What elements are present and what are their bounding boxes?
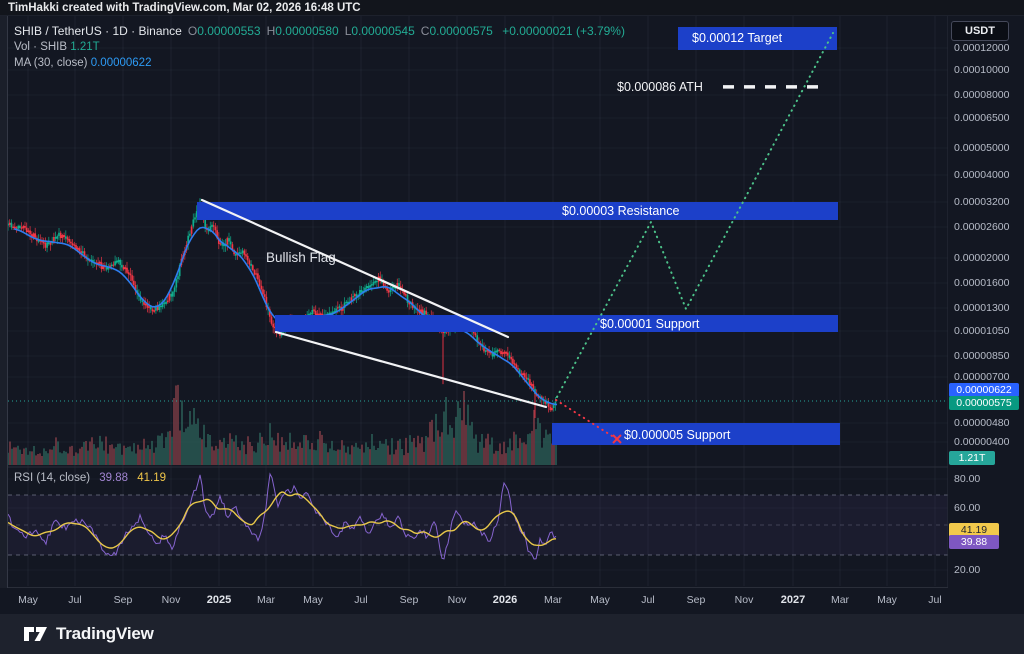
- price-tick-label: 0.00006500: [954, 112, 1009, 124]
- volume-legend-row[interactable]: Vol · SHIB 1.21T: [14, 39, 625, 55]
- price-tick-label: 0.00002000: [954, 252, 1009, 264]
- time-tick-label: Mar: [257, 594, 275, 606]
- ohlc-value: 0.00000580: [275, 24, 338, 38]
- time-tick-label: Jul: [354, 594, 367, 606]
- ma-value-badge: 0.00000622: [949, 383, 1019, 397]
- rsi-tick-label: 60.00: [954, 502, 980, 514]
- price-tick-label: 0.00012000: [954, 42, 1009, 54]
- time-tick-label: May: [303, 594, 323, 606]
- resistance-zone-drawing[interactable]: [197, 202, 838, 220]
- price-tick-label: 0.00000480: [954, 417, 1009, 429]
- left-edge-strip: [0, 16, 8, 614]
- time-tick-label: May: [590, 594, 610, 606]
- rsi-legend-row[interactable]: RSI (14, close) 39.88 41.19: [14, 472, 166, 484]
- volume-bars: [8, 385, 556, 465]
- target-box-label: $0.00012 Target: [692, 31, 782, 45]
- time-tick-label: Sep: [687, 594, 706, 606]
- ohlc-value: 0.00000545: [351, 24, 414, 38]
- last-price-badge: 0.00000575: [949, 396, 1019, 410]
- time-tick-label: Mar: [831, 594, 849, 606]
- rsi-band-fill: [8, 495, 948, 555]
- time-tick-label: Jul: [928, 594, 941, 606]
- time-tick-label: Sep: [400, 594, 419, 606]
- price-tick-label: 0.00010000: [954, 64, 1009, 76]
- time-tick-label: May: [18, 594, 38, 606]
- support-zone-2-label: $0.000005 Support: [624, 428, 730, 442]
- rsi-label: RSI (14, close): [14, 472, 90, 484]
- time-tick-label: 2026: [493, 594, 517, 606]
- time-tick-label: Jul: [641, 594, 654, 606]
- ohlc-value: 0.00000553: [197, 24, 260, 38]
- price-axis[interactable]: USDT 0.00012000 0.00010000 0.00008000 0.000…: [948, 16, 1024, 614]
- support-zone-1-label: $0.00001 Support: [600, 317, 699, 331]
- tradingview-logo[interactable]: TradingView: [24, 624, 154, 644]
- ath-level-label: $0.000086 ATH: [617, 80, 703, 94]
- ohlc-key: O: [188, 24, 197, 38]
- time-tick-label: Nov: [162, 594, 181, 606]
- rsi-value-badge: 39.88: [949, 535, 999, 549]
- price-tick-label: 0.00004000: [954, 169, 1009, 181]
- time-tick-label: Jul: [68, 594, 81, 606]
- price-tick-label: 0.00008000: [954, 89, 1009, 101]
- ohlc-key: H: [267, 24, 276, 38]
- symbol-ohlc-row[interactable]: SHIB / TetherUS · 1D · Binance O0.0000055…: [14, 23, 625, 39]
- symbol-title: SHIB / TetherUS · 1D · Binance: [14, 24, 182, 38]
- volume-label: Vol · SHIB: [14, 41, 67, 53]
- price-tick-label: 0.00005000: [954, 142, 1009, 154]
- rsi-value: 39.88: [99, 472, 128, 484]
- time-axis[interactable]: May Jul Sep Nov 2025 Mar May Jul Sep Nov 2026 Mar Ma…: [0, 588, 948, 614]
- time-tick-label: Nov: [735, 594, 754, 606]
- price-tick-label: 0.00000400: [954, 436, 1009, 448]
- time-tick-label: Mar: [544, 594, 562, 606]
- volume-value: 1.21T: [70, 41, 99, 53]
- time-tick-label: May: [877, 594, 897, 606]
- price-tick-label: 0.00003200: [954, 196, 1009, 208]
- rsi-tick-label: 20.00: [954, 564, 980, 576]
- price-tick-label: 0.00000850: [954, 350, 1009, 362]
- volume-value-badge: 1.21T: [949, 451, 995, 465]
- price-tick-label: 0.00002600: [954, 221, 1009, 233]
- rsi-tick-label: 80.00: [954, 473, 980, 485]
- time-tick-label: 2027: [781, 594, 805, 606]
- currency-toggle-button[interactable]: USDT: [951, 21, 1009, 41]
- ma-value: 0.00000622: [91, 57, 152, 69]
- price-tick-label: 0.00001300: [954, 302, 1009, 314]
- ohlc-value: 0.00000575: [429, 24, 492, 38]
- price-tick-label: 0.00001600: [954, 277, 1009, 289]
- price-tick-label: 0.00000700: [954, 371, 1009, 383]
- support-zone-1-drawing[interactable]: [275, 315, 838, 332]
- time-tick-label: Nov: [448, 594, 467, 606]
- bullish-flag-label: Bullish Flag: [266, 250, 336, 265]
- price-tick-label: 0.00001050: [954, 325, 1009, 337]
- time-tick-label: Sep: [114, 594, 133, 606]
- tradingview-chart-page: TimHakki created with TradingView.com, M…: [0, 0, 1024, 654]
- tradingview-logo-icon: [24, 624, 48, 644]
- ohlc-values: O0.00000553H0.00000580L0.00000545C0.0000…: [182, 24, 493, 38]
- symbol-legend[interactable]: SHIB / TetherUS · 1D · Binance O0.0000055…: [14, 23, 625, 71]
- resistance-zone-label: $0.00003 Resistance: [562, 204, 679, 218]
- footer-bar: TradingView: [0, 614, 1024, 654]
- rsi-ma-value: 41.19: [137, 472, 166, 484]
- ma-legend-row[interactable]: MA (30, close) 0.00000622: [14, 55, 625, 71]
- time-tick-label: 2025: [207, 594, 231, 606]
- change-value: +0.00000021 (+3.79%): [502, 24, 625, 38]
- ma-label: MA (30, close): [14, 57, 88, 69]
- tradingview-logo-text: TradingView: [56, 624, 154, 644]
